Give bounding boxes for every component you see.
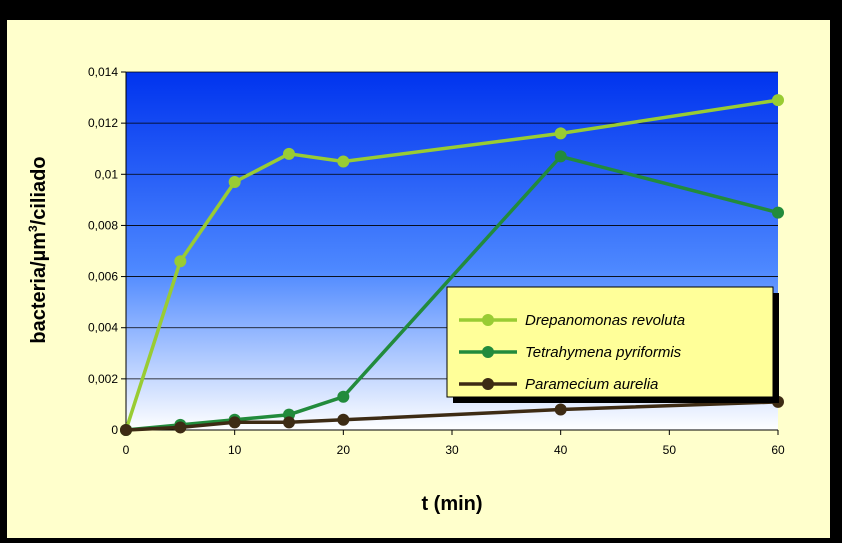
x-tick-label: 40 — [554, 443, 568, 457]
legend-box — [446, 286, 774, 398]
legend-label: Drepanomonas revoluta — [525, 312, 685, 329]
y-tick-label: 0,004 — [88, 321, 118, 335]
x-tick-label: 10 — [228, 443, 242, 457]
y-tick-label: 0 — [111, 423, 118, 437]
x-tick-label: 30 — [445, 443, 459, 457]
y-tick-label: 0,002 — [88, 372, 118, 386]
x-axis-title: t (min) — [421, 493, 482, 515]
data-point-drepanomonas-revoluta — [174, 255, 187, 268]
y-tick-label: 0,012 — [88, 116, 118, 130]
y-tick-label: 0,006 — [88, 270, 118, 284]
x-tick-label: 0 — [123, 443, 130, 457]
legend-label: Tetrahymena pyriformis — [525, 344, 682, 361]
data-point-paramecium-aurelia — [337, 413, 350, 426]
data-point-tetrahymena-pyriformis — [337, 390, 350, 403]
tick-labels: 0 0,002 0,004 0,006 0,008 0,01 0,012 0,014 0 10 20… — [88, 65, 785, 457]
legend-marker-tetrahymena-pyriformis — [482, 346, 494, 358]
data-point-tetrahymena-pyriformis — [772, 206, 784, 219]
x-tick-label: 20 — [337, 443, 351, 457]
y-tick-label: 0,008 — [88, 218, 118, 232]
data-point-drepanomonas-revoluta — [337, 155, 350, 168]
data-point-drepanomonas-revoluta — [772, 94, 784, 107]
data-point-paramecium-aurelia — [174, 421, 187, 434]
data-point-paramecium-aurelia — [554, 403, 567, 416]
x-tick-label: 60 — [771, 443, 785, 457]
legend: Drepanomonas revoluta Tetrahymena pyrifor… — [446, 286, 779, 403]
y-tick-label: 0,014 — [88, 65, 118, 79]
x-tick-label: 50 — [663, 443, 677, 457]
y-axis-title: bacteria/µm3/ciliado — [26, 156, 50, 343]
data-point-drepanomonas-revoluta — [554, 127, 567, 140]
chart-frame: 0 0,002 0,004 0,006 0,008 0,01 0,012 0,014 0 10 20… — [7, 20, 830, 538]
data-point-drepanomonas-revoluta — [228, 175, 241, 188]
data-point-tetrahymena-pyriformis — [554, 150, 567, 163]
legend-label: Paramecium aurelia — [525, 376, 658, 393]
data-point-drepanomonas-revoluta — [283, 147, 295, 160]
series-group — [120, 94, 784, 436]
y-tick-label: 0,01 — [95, 167, 119, 181]
legend-marker-paramecium-aurelia — [482, 378, 494, 390]
legend-marker-drepanomonas-revoluta — [482, 314, 494, 326]
data-point-paramecium-aurelia — [120, 424, 132, 436]
data-point-paramecium-aurelia — [228, 416, 241, 429]
line-chart: 0 0,002 0,004 0,006 0,008 0,01 0,012 0,014 0 10 20… — [26, 65, 785, 515]
data-point-paramecium-aurelia — [283, 416, 295, 429]
axes — [121, 71, 779, 435]
